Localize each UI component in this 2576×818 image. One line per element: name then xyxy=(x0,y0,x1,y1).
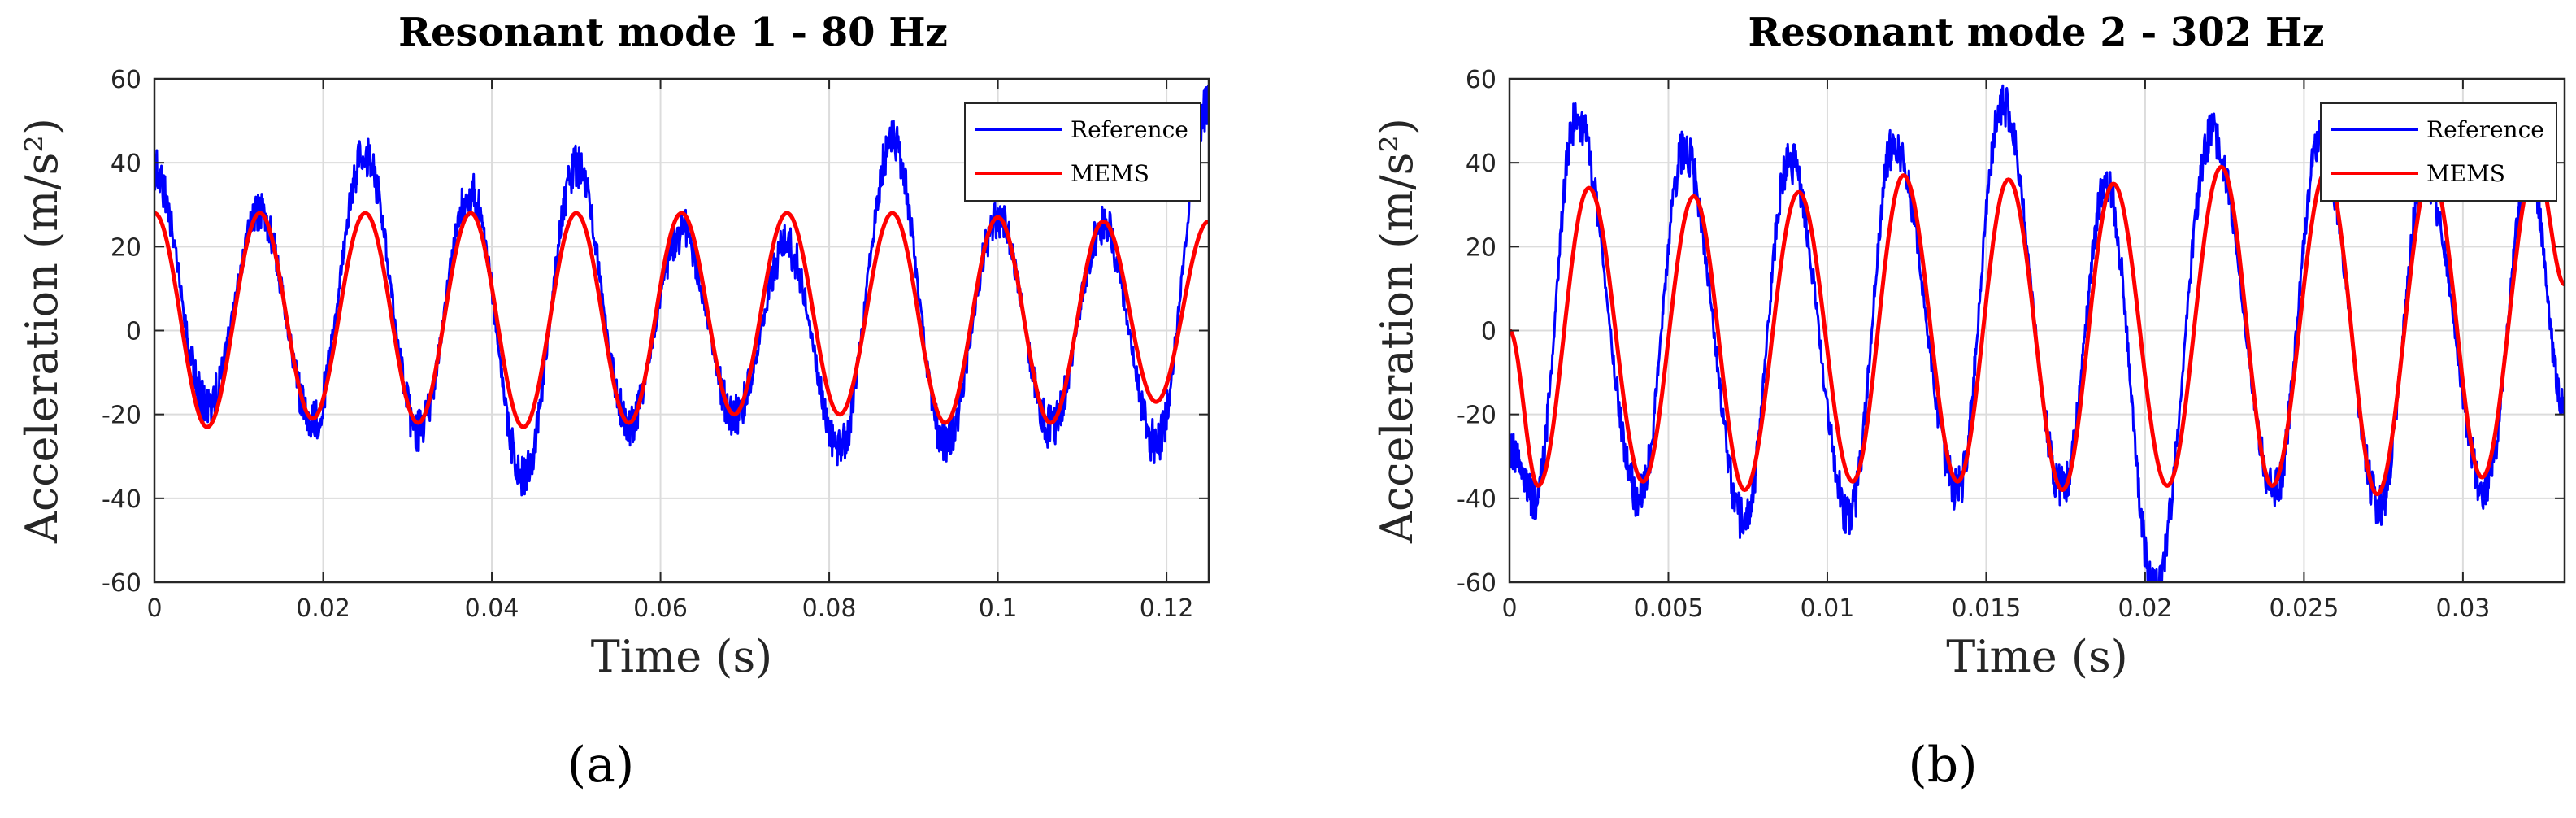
x-tick-label: 0.02 xyxy=(296,594,350,623)
y-tick-label: 0 xyxy=(1481,318,1497,346)
x-tick-label: 0.025 xyxy=(2269,594,2339,623)
series-line-mems xyxy=(154,211,1209,429)
y-tick-label: -20 xyxy=(102,402,141,430)
legend-box xyxy=(2320,102,2557,202)
legend-label-reference: Reference xyxy=(2426,116,2544,143)
x-tick-label: 0.02 xyxy=(2118,594,2173,623)
panel-label: (b) xyxy=(1908,737,1977,794)
x-tick-label: 0.005 xyxy=(1634,594,1704,623)
legend: Reference MEMS xyxy=(964,102,1201,202)
y-tick-label: -60 xyxy=(102,569,141,598)
y-tick-label: -40 xyxy=(1457,485,1497,514)
chart-panel-b: 0 0.005 0.01 0.015 0.02 0.025 0.03 -60 -40 -20 0 20… xyxy=(1371,10,2566,794)
y-tick-label: 60 xyxy=(1466,66,1497,94)
x-axis-label: Time (s) xyxy=(1946,631,2127,682)
x-tick-label: 0.03 xyxy=(2435,594,2490,623)
x-tick-label: 0.1 xyxy=(979,594,1018,623)
x-axis-label: Time (s) xyxy=(591,631,772,682)
x-tick-label: 0.12 xyxy=(1140,594,1194,623)
y-tick-label: -60 xyxy=(1457,569,1497,598)
y-axis-label: Acceleration (m/s²) xyxy=(1371,118,1423,544)
y-tick-label: -40 xyxy=(102,485,141,514)
y-tick-label: 20 xyxy=(1466,233,1497,262)
y-tick-label: 20 xyxy=(111,233,141,262)
chart-title: Resonant mode 2 - 302 Hz xyxy=(1748,10,2324,55)
legend-label-mems: MEMS xyxy=(1071,160,1149,187)
x-tick-label: 0.08 xyxy=(802,594,857,623)
legend-label-reference: Reference xyxy=(1071,116,1188,143)
x-tick-label: 0.04 xyxy=(465,594,519,623)
series-line-mems xyxy=(1510,160,2565,497)
x-tick-label: 0 xyxy=(1501,594,1517,623)
legend-label-mems: MEMS xyxy=(2426,160,2505,187)
x-tick-label: 0.01 xyxy=(1801,594,1855,623)
chart-panel-a: 0 0.02 0.04 0.06 0.08 0.1 0.12 -60 -40 -20 0 20 40 60… xyxy=(16,10,1210,794)
y-tick-label: 0 xyxy=(126,318,141,346)
y-axis-label: Acceleration (m/s²) xyxy=(16,118,67,544)
x-tick-label: 0.06 xyxy=(633,594,688,623)
chart-title: Resonant mode 1 - 80 Hz xyxy=(398,10,948,55)
legend-box xyxy=(964,102,1201,202)
panel-label: (a) xyxy=(567,737,635,794)
x-tick-label: 0.015 xyxy=(1952,594,2022,623)
y-tick-label: -20 xyxy=(1457,402,1497,430)
x-tick-label: 0 xyxy=(146,594,162,623)
legend: Reference MEMS xyxy=(2320,102,2557,202)
y-tick-label: 40 xyxy=(111,150,141,178)
y-tick-label: 40 xyxy=(1466,150,1497,178)
y-tick-label: 60 xyxy=(111,66,141,94)
